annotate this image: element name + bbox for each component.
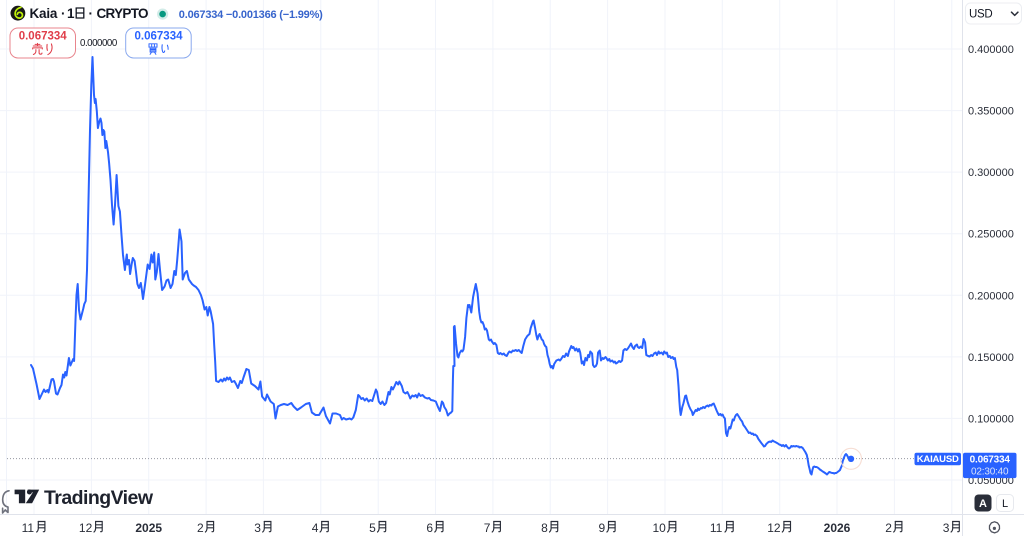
svg-text:12: 12 <box>767 521 781 535</box>
svg-text:L: L <box>1002 498 1008 510</box>
svg-text:10: 10 <box>653 521 667 535</box>
svg-text:·: · <box>61 6 66 21</box>
svg-text:0.067334 −0.001366 (−1.99%): 0.067334 −0.001366 (−1.99%) <box>179 9 323 21</box>
svg-text:0.350000: 0.350000 <box>968 106 1014 118</box>
svg-text:2: 2 <box>197 521 204 535</box>
svg-text:11: 11 <box>710 521 723 535</box>
svg-text:A: A <box>979 498 987 510</box>
svg-text:Kaia: Kaia <box>30 6 58 21</box>
svg-text:2026: 2026 <box>824 521 851 535</box>
svg-text:USD: USD <box>969 9 992 21</box>
svg-text:2025: 2025 <box>135 521 162 535</box>
svg-text:8: 8 <box>541 521 548 535</box>
svg-text:0.300000: 0.300000 <box>968 167 1014 179</box>
svg-text:0.150000: 0.150000 <box>968 352 1014 364</box>
svg-text:·: · <box>89 6 94 21</box>
svg-text:11: 11 <box>22 521 35 535</box>
svg-text:0.250000: 0.250000 <box>968 229 1014 241</box>
svg-text:1: 1 <box>67 6 75 21</box>
svg-text:6: 6 <box>426 521 433 535</box>
svg-text:KAIAUSD: KAIAUSD <box>917 454 959 465</box>
svg-text:2: 2 <box>885 521 892 535</box>
svg-text:02:30:40: 02:30:40 <box>971 466 1009 477</box>
svg-text:0.067334: 0.067334 <box>135 31 184 43</box>
svg-text:TradingView: TradingView <box>44 487 154 509</box>
svg-text:0.000000: 0.000000 <box>80 38 118 49</box>
svg-text:12: 12 <box>79 521 93 535</box>
svg-text:0.100000: 0.100000 <box>968 413 1014 425</box>
svg-text:3: 3 <box>254 521 261 535</box>
svg-text:9: 9 <box>599 521 606 535</box>
svg-text:0.067334: 0.067334 <box>970 454 1011 465</box>
svg-text:7: 7 <box>484 521 491 535</box>
svg-text:0.067334: 0.067334 <box>19 31 68 43</box>
svg-text:3: 3 <box>943 521 950 535</box>
svg-text:4: 4 <box>312 521 319 535</box>
svg-text:5: 5 <box>369 521 376 535</box>
svg-text:0.400000: 0.400000 <box>968 44 1014 56</box>
svg-text:CRYPTO: CRYPTO <box>97 6 149 21</box>
svg-text:0.200000: 0.200000 <box>968 290 1014 302</box>
